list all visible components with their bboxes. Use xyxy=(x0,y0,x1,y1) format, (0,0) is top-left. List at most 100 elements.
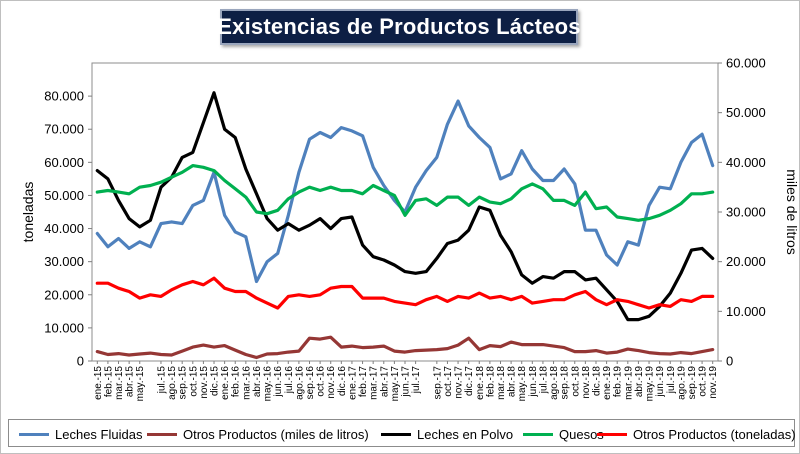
x-tick-label: sep.-16 xyxy=(305,366,316,400)
x-tick-label: nov.-16 xyxy=(326,366,337,399)
series-line-leches-polvo xyxy=(95,91,715,322)
legend-label: Quesos xyxy=(559,426,604,442)
y-right-tick-label: 20.000 xyxy=(726,254,766,269)
x-tick-label: dic.-15 xyxy=(210,366,221,396)
x-tick-label: mar.-17 xyxy=(369,366,380,400)
x-tick-label: ene.-19 xyxy=(602,366,613,400)
x-tick-label: ene.-17 xyxy=(347,366,358,400)
x-tick-label: nov.-17 xyxy=(454,366,465,399)
legend-label: Leches Fluidas xyxy=(55,426,143,442)
x-tick-label: dic.-16 xyxy=(337,366,348,396)
legend-label: Leches en Polvo xyxy=(417,426,514,442)
y-right-tick-label: 40.000 xyxy=(726,155,766,170)
legend-item-otros-toneladas: Otros Productos (toneladas) xyxy=(597,425,796,443)
chart-area: 0 10.000 20.000 30.000 40.000 50.000 60.000 70.… xyxy=(20,56,800,402)
y-left-tick-label: 0 xyxy=(77,354,84,369)
x-tick-label: may.-19 xyxy=(645,366,656,402)
x-tick-label: abr.-18 xyxy=(507,366,518,398)
x-tick-label: may.-17 xyxy=(390,366,401,402)
x-tick-label: oct.-17 xyxy=(443,366,454,397)
legend-item-leches-fluidas: Leches Fluidas xyxy=(19,425,142,443)
x-tick-label: feb.-16 xyxy=(231,366,242,398)
x-tick-label: jun.-18 xyxy=(528,366,539,398)
series-line-otros-toneladas xyxy=(95,276,715,310)
y-left-tick-label: 70.000 xyxy=(44,122,84,137)
x-tick-label: feb.-18 xyxy=(485,366,496,398)
legend-swatch-leches-fluidas xyxy=(19,432,49,436)
series-line-quesos xyxy=(95,164,715,222)
legend-swatch-otros-miles xyxy=(147,432,177,436)
x-tick-label: mar.-16 xyxy=(241,366,252,400)
x-tick-label: jul.-17 xyxy=(411,366,422,395)
x-tick-label: sep.-17 xyxy=(432,366,443,400)
y-right-tick-label: 30.000 xyxy=(726,205,766,220)
x-tick-label: may.-15 xyxy=(135,366,146,402)
chart-title-box: Existencias de Productos Lácteos xyxy=(217,9,581,45)
x-tick-label: feb.-15 xyxy=(103,366,114,398)
y-left-tick-label: 60.000 xyxy=(44,155,84,170)
legend-item-otros-miles: Otros Productos (miles de litros) xyxy=(147,425,369,443)
x-tick-label: jul.-19 xyxy=(666,366,677,395)
x-tick-label: dic.-18 xyxy=(591,366,602,396)
x-tick-label: ene.-18 xyxy=(475,366,486,400)
y-right-tick-label: 60.000 xyxy=(726,56,766,71)
x-tick-label: mar.-19 xyxy=(623,366,634,400)
y-axis-left-label: toneladas xyxy=(20,182,36,243)
series-line-otros-miles xyxy=(95,335,715,360)
x-tick-label: nov.-19 xyxy=(708,366,719,399)
legend-swatch-otros-toneladas xyxy=(597,432,627,436)
x-tick-label: mar.-15 xyxy=(114,366,125,400)
y-right-tick-label: 50.000 xyxy=(726,105,766,120)
y-left-tick-label: 30.000 xyxy=(44,254,84,269)
legend-item-quesos: Quesos xyxy=(523,425,604,443)
x-tick-label: feb.-17 xyxy=(358,366,369,398)
x-tick-label: ene.-15 xyxy=(93,366,104,400)
x-tick-label: sep.-19 xyxy=(687,366,698,400)
x-tick-label: may.-18 xyxy=(517,366,528,402)
x-tick-label: may.-16 xyxy=(263,366,274,402)
legend-swatch-quesos xyxy=(523,432,553,436)
y-left-tick-label: 10.000 xyxy=(44,320,84,335)
y-left-tick-label: 40.000 xyxy=(44,221,84,236)
x-tick-label: jun.-19 xyxy=(655,366,666,398)
x-tick-label: abr.-16 xyxy=(252,366,263,398)
y-axis-right-label: miles de litros xyxy=(784,169,800,255)
x-tick-label: ago.-19 xyxy=(676,366,687,400)
legend: Leches Fluidas Otros Productos (miles de… xyxy=(8,419,796,447)
x-tick-label: ago.-16 xyxy=(294,366,305,400)
x-tick-label: abr.-17 xyxy=(379,366,390,398)
x-tick-label: ago.-15 xyxy=(167,366,178,400)
y-left-tick-label: 20.000 xyxy=(44,287,84,302)
chart-title: Existencias de Productos Lácteos xyxy=(217,14,581,39)
x-tick-label: ene.-16 xyxy=(220,366,231,400)
x-tick-label: jul.-18 xyxy=(538,366,549,395)
legend-item-leches-polvo: Leches en Polvo xyxy=(381,425,513,443)
x-tick-label: abr.-19 xyxy=(634,366,645,398)
x-tick-label: jun.-16 xyxy=(273,366,284,398)
series-line-leches-fluidas xyxy=(95,99,715,284)
x-tick-label: ago.-18 xyxy=(549,366,560,400)
x-tick-label: feb.-19 xyxy=(613,366,624,398)
y-right-tick-label: 10.000 xyxy=(726,304,766,319)
x-tick-label: nov.-18 xyxy=(581,366,592,399)
x-tick-label: jul.-16 xyxy=(284,366,295,395)
legend-swatch-leches-polvo xyxy=(381,432,411,436)
y-left-tick-label: 50.000 xyxy=(44,188,84,203)
x-tick-label: mar.-18 xyxy=(496,366,507,400)
x-tick-label: dic.-17 xyxy=(464,366,475,396)
x-tick-label: sep.-18 xyxy=(560,366,571,400)
x-tick-label: oct.-19 xyxy=(698,366,709,397)
x-tick-label: sep.-15 xyxy=(178,366,189,400)
x-tick-label: oct.-18 xyxy=(570,366,581,397)
legend-label: Otros Productos (miles de litros) xyxy=(183,426,369,442)
legend-label: Otros Productos (toneladas) xyxy=(633,426,796,442)
x-tick-label: nov.-15 xyxy=(199,366,210,399)
x-tick-label: oct.-16 xyxy=(316,366,327,397)
y-left-tick-label: 80.000 xyxy=(44,89,84,104)
y-right-tick-label: 0 xyxy=(726,354,733,369)
x-tick-label: jun.-17 xyxy=(401,366,412,398)
x-tick-label: abr.-15 xyxy=(125,366,136,398)
x-tick-label: oct.-15 xyxy=(188,366,199,397)
x-tick-label: jul.-15 xyxy=(156,366,167,395)
